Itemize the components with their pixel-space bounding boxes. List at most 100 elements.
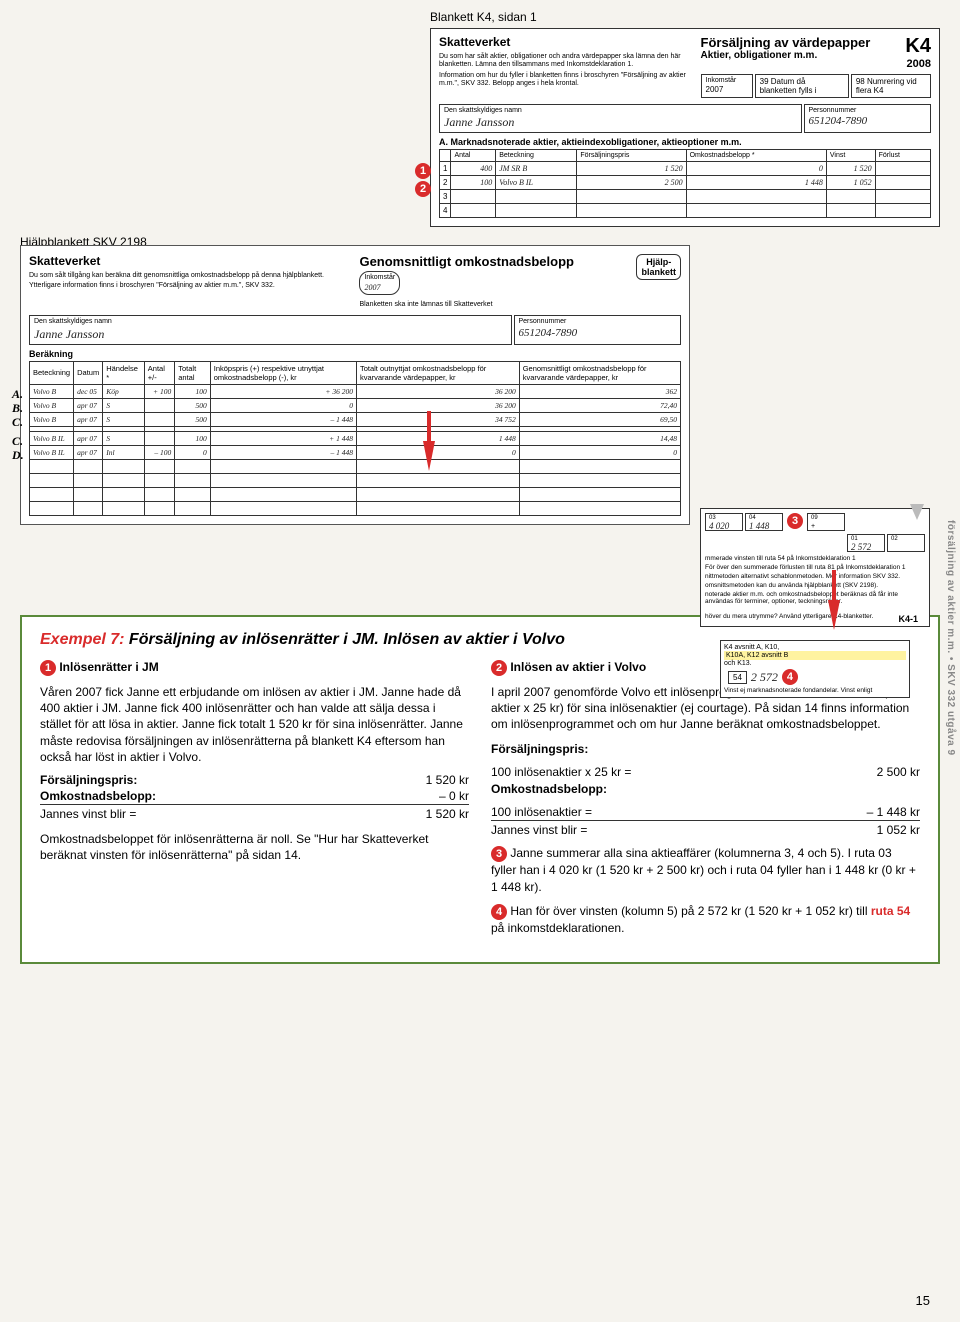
left-h: Inlösenrätter i JM [59,660,158,674]
hjälp-note: Blanketten ska inte lämnas till Skatteve… [359,301,626,309]
marker-3: 3 [787,513,803,529]
sum-line5: noterade aktier m.m. och omkostnadsbelop… [705,591,925,605]
yb-t3: och K13. [724,660,906,667]
r-k2s: 100 inlösenaktier = [491,805,592,819]
col-beteckning: Beteckning [496,150,577,162]
marker-4: 4 [782,669,798,685]
col-forlust: Förlust [875,150,930,162]
c09-lbl: 09 [811,515,841,521]
hjälp-name-val: Janne Jansson [34,327,507,342]
hc2: Händelse * [103,361,145,384]
example-lead: Exempel 7: [40,631,124,648]
table-row [30,459,681,473]
r-k1l: Försäljningspris: [491,742,588,756]
hc6: Totalt outnyttjat omkostnadsbelopp för k… [356,361,519,384]
skatteverket-logo-2: Skatteverket [29,254,349,268]
hjälp-table: Beteckning Datum Händelse * Antal +/- To… [29,361,681,516]
example-title: Försäljning av inlösenrätter i JM. Inlös… [124,631,564,648]
col-vinst: Vinst [826,150,875,162]
red-arrow-1 [423,441,435,471]
k4-year: 2008 [905,58,931,70]
skatteverket-logo: Skatteverket [439,35,693,49]
k4-1-label: K4-1 [898,614,918,624]
k4-form-label: Blankett K4, sidan 1 [430,10,950,24]
col-pris: Försäljningspris [577,150,686,162]
yb-t2: K10A, K12 avsnitt B [726,652,788,659]
hc3: Antal +/- [144,361,174,384]
table-row: 3 [440,190,931,204]
hc5: Inköpspris (+) respektive utnyttjat omko… [210,361,356,384]
side-margin-text: försäljning av aktier m.m. • SKV 332 utg… [945,520,956,756]
hjälp-inkomstar-lbl: Inkomstår [364,274,395,282]
hc7: Genomsnittligt omkostnadsbelopp för kvar… [519,361,680,384]
sum-line4: omsnittsmetoden kan du använda hjälpblan… [705,582,925,589]
hjälp-intro-2: Ytterligare information finns i broschyr… [29,282,349,290]
right-p3: Janne summerar alla sina aktieaffärer (k… [491,846,916,894]
table-row: 1400JM SR B1 52001 520 [440,162,931,176]
section-a-title: A. Marknadsnoterade aktier, aktieindexob… [439,137,931,147]
marker-1b: 1 [40,660,56,676]
marker-4b: 4 [491,904,507,920]
marker-1: 1 [415,163,431,179]
l-k1l: Försäljningspris: [40,773,137,787]
table-row: 2100Volvo B IL2 5001 4481 052 [440,176,931,190]
marker-3b: 3 [491,846,507,862]
left-p2: Omkostnadsbeloppet för inlösenrätterna ä… [40,831,469,863]
marker-2: 2 [415,181,431,197]
k4-title: Försäljning av värdepapper [701,35,871,50]
l-k3v: 1 520 kr [426,807,469,821]
l-k2v: – 0 kr [439,789,469,803]
k4-intro-1: Du som har sålt aktier, obligationer och… [439,53,693,70]
k4-subtitle: Aktier, obligationer m.m. [701,50,871,61]
tax-document-page: försäljning av aktier m.m. • SKV 332 utg… [0,0,960,1322]
right-p4-ruta: ruta 54 [871,904,910,918]
hjälp-inkomstar-val: 2007 [364,283,395,292]
right-h: Inlösen av aktier i Volvo [510,660,646,674]
example-right-col: 2 Inlösen av aktier i Volvo I april 2007… [491,659,920,945]
hjälp-intro-1: Du som sålt tillgång kan beräkna ditt ge… [29,272,349,280]
ruta-54-snippet: K4 avsnitt A, K10, K10A, K12 avsnitt B o… [720,640,910,698]
hc4: Totalt antal [175,361,211,384]
c02-lbl: 02 [891,536,921,542]
table-row [30,501,681,515]
hjälp-title: Genomsnittligt omkostnadsbelopp [359,254,626,269]
right-p4a: Han för över vinsten (kolumn 5) på 2 572… [510,904,871,918]
pnr-label: Personnummer [809,107,927,115]
sum-line3: nittmetoden alternativt schablonmetoden.… [705,573,925,580]
table-row [30,473,681,487]
k4-summary-strip: 034 020 041 448 3 09+ 012 572 02 mmerade… [700,508,930,627]
sum-line2: För över den summerade förlusten till ru… [705,564,925,571]
marker-2b: 2 [491,660,507,676]
r-k1v: 2 500 kr [877,765,920,779]
r-k3v: 1 052 kr [877,823,920,837]
name-label: Den skattskyldiges namn [444,107,797,115]
hc0: Beteckning [30,361,74,384]
table-row: C.Volvo B ILapr 07S100+ 1 4481 44814,48 [30,431,681,445]
c03-val: 4 020 [709,521,729,531]
k4-tag: K4 [905,35,931,58]
gray-down-arrow [910,504,924,520]
l-k1v: 1 520 kr [426,773,469,787]
hjälpblankett-form: Skatteverket Du som sålt tillgång kan be… [20,245,690,524]
right-p4b: på inkomstdeklarationen. [491,921,624,935]
hjälp-pnr-lbl: Personnummer [519,318,677,326]
c01-val: 2 572 [851,542,871,552]
hc1: Datum [74,361,103,384]
table-row: D.Volvo B ILapr 07Inl– 1000– 1 44800 [30,445,681,459]
r-k2l: Omkostnadsbelopp: [491,782,607,796]
inkomstar-label: Inkomstår [706,77,748,85]
hjälp-name-lbl: Den skattskyldiges namn [34,318,507,326]
table-row: C.Volvo Bapr 07S500– 1 44834 75269,50 [30,412,681,426]
box-39: 39 Datum då blanketten fylls i [755,74,849,98]
col-antal: Antal [451,150,496,162]
col-omk: Omkostnadsbelopp * [686,150,826,162]
hjälp-pnr-val: 651204-7890 [519,327,677,339]
left-p1: Våren 2007 fick Janne ett erbjudande om … [40,684,469,765]
l-k3l: Jannes vinst blir = [40,807,136,821]
inkomstar-value: 2007 [706,85,748,94]
yb-54-val: 2 572 [751,670,778,685]
hjälp-badge: Hjälp- blankett [636,254,681,280]
k4-table: Antal Beteckning Försäljningspris Omkost… [439,149,931,218]
sum-line1: mmerade vinsten till ruta 54 på Inkomstd… [705,555,925,562]
table-row [30,487,681,501]
